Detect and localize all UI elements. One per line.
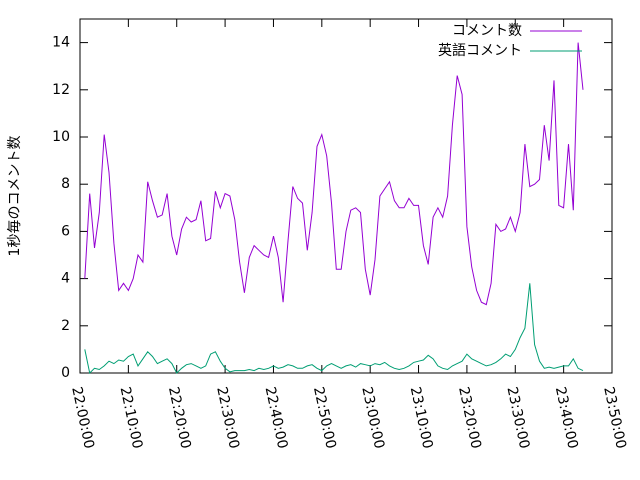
x-tick-label: 23:00:00 <box>358 385 387 450</box>
legend-label: 英語コメント <box>438 42 522 59</box>
x-tick-label: 22:50:00 <box>310 385 339 450</box>
x-tick-label: 22:00:00 <box>68 385 97 450</box>
y-tick-label: 2 <box>61 318 70 334</box>
series-line <box>84 42 584 306</box>
x-tick-label: 22:10:00 <box>117 385 146 450</box>
x-tick-label: 22:20:00 <box>165 385 194 450</box>
plot-frame <box>79 18 613 374</box>
x-tick-label: 23:50:00 <box>600 385 629 450</box>
legend-label: コメント数 <box>452 23 522 39</box>
series-line <box>84 283 584 374</box>
y-axis-label: 1秒毎のコメント数 <box>7 136 23 257</box>
y-tick-label: 6 <box>61 223 70 239</box>
x-tick-label: 23:10:00 <box>407 385 436 450</box>
y-tick-label: 8 <box>61 176 70 192</box>
y-tick-label: 14 <box>52 35 70 51</box>
y-tick-label: 10 <box>52 129 70 145</box>
y-tick-label: 12 <box>52 82 70 98</box>
x-tick-label: 22:40:00 <box>262 385 291 450</box>
y-tick-label: 4 <box>61 271 70 287</box>
x-tick-label: 23:20:00 <box>455 385 484 450</box>
x-tick-label: 23:30:00 <box>503 385 532 450</box>
y-tick-label: 0 <box>61 365 70 381</box>
x-tick-label: 22:30:00 <box>213 385 242 450</box>
x-tick-label: 23:40:00 <box>552 385 581 450</box>
